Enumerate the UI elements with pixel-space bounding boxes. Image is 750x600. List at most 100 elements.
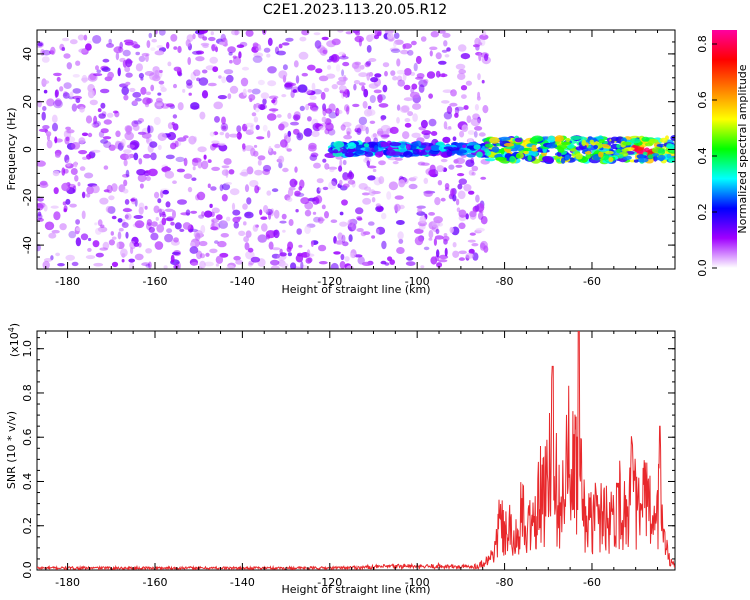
spectrogram-cell — [407, 111, 414, 117]
spectrogram-cell — [278, 155, 285, 164]
spectrogram-cell — [443, 121, 448, 130]
spectrogram-cell — [454, 107, 460, 115]
y-tick-label: 0.6 — [21, 428, 34, 446]
spectrogram-cell — [236, 216, 242, 220]
spectrogram-cell — [91, 184, 100, 194]
spectrogram-cell — [331, 38, 341, 46]
spectrogram-cell — [125, 58, 133, 68]
spectrogram-cell — [234, 30, 239, 36]
spectrogram-cell — [458, 250, 467, 255]
spectrogram-cell — [210, 218, 220, 223]
spectrogram-cell — [111, 215, 117, 220]
spectrogram-cell — [364, 151, 374, 157]
spectrogram-cell — [257, 103, 267, 110]
spectrogram-cell — [160, 87, 167, 93]
spectrogram-cell — [333, 251, 341, 255]
spectrogram-cell — [622, 141, 632, 146]
spectrogram-cell — [353, 80, 361, 85]
spectrogram-cell — [78, 150, 88, 155]
spectrogram-cell — [428, 221, 437, 230]
spectrogram-cell — [278, 123, 285, 131]
spectrogram-cell — [173, 265, 177, 269]
spectrogram-cell — [452, 250, 460, 258]
spectrogram-cell — [43, 258, 53, 262]
spectrogram-cell — [61, 167, 66, 176]
spectrogram-cell — [66, 62, 73, 70]
spectrogram-cell — [468, 141, 478, 146]
spectrogram-cell — [148, 261, 152, 269]
spectrogram-cell — [641, 136, 650, 142]
spectrogram-cell — [344, 256, 350, 262]
spectrogram-cell — [399, 142, 406, 149]
spectrogram-cell — [397, 79, 406, 87]
spectrogram-cell — [236, 44, 245, 48]
spectrogram-cell — [123, 159, 128, 167]
spectrogram-cell — [208, 36, 216, 42]
spectrogram-cell — [93, 73, 103, 77]
spectrogram-cell — [123, 149, 132, 154]
spectrogram-cell — [294, 166, 298, 173]
spectrogram-cell — [43, 204, 48, 212]
spectrogram-cell — [87, 89, 95, 99]
spectrogram-cell — [242, 203, 248, 210]
spectrogram-cell — [278, 70, 288, 79]
spectrogram-cell — [404, 68, 412, 76]
spectrogram-cell — [479, 210, 484, 214]
spectrogram-cell — [123, 94, 129, 101]
spectrogram-cell — [226, 216, 231, 222]
spectrogram-cell — [468, 248, 475, 255]
spectrogram-cell — [143, 153, 151, 159]
spectrogram-cell — [346, 131, 351, 135]
spectrogram-cell — [375, 228, 380, 235]
spectrogram-cell — [214, 116, 220, 123]
spectrogram-cell — [412, 113, 418, 122]
spectrogram-cell — [218, 220, 228, 229]
spectrogram-cell — [455, 164, 463, 168]
spectrogram-cell — [309, 154, 318, 161]
spectrogram-cell — [457, 44, 467, 52]
spectrogram-cell — [325, 73, 336, 79]
spectrogram-cell — [442, 89, 453, 93]
spectrogram-cell — [267, 80, 277, 87]
spectrogram-cell — [188, 135, 197, 145]
spectrogram-cell — [279, 220, 287, 224]
spectrogram-cell — [461, 124, 469, 132]
spectrogram-cell — [361, 192, 370, 196]
spectrogram-cell — [393, 41, 397, 48]
spectrogram-cell — [117, 231, 122, 240]
spectrogram-cell — [166, 41, 170, 49]
spectrogram-cell — [514, 145, 525, 151]
spectrogram-cell — [268, 108, 279, 112]
spectrogram-cell — [93, 115, 98, 125]
spectrogram-cell — [381, 240, 387, 250]
spectrogram-cell — [197, 161, 203, 169]
spectrogram-cell — [354, 61, 362, 66]
spectrogram-cell — [339, 261, 346, 269]
spectrogram-cell — [323, 87, 330, 93]
spectrogram-cell — [339, 179, 343, 185]
colorbar-tick-label: 0.0 — [696, 259, 709, 277]
spectrogram-cell — [455, 157, 466, 165]
spectrogram-cell — [311, 107, 318, 113]
spectrogram-cell — [138, 158, 143, 165]
spectrogram-cell — [450, 89, 457, 97]
spectrogram-cell — [81, 77, 89, 82]
spectrogram-cell — [465, 80, 472, 86]
spectrogram-cell — [223, 158, 232, 165]
spectrogram-cell — [192, 166, 196, 171]
spectrogram-cell — [369, 95, 376, 103]
spectrogram-cell — [95, 227, 102, 235]
spectrogram-cell — [467, 239, 476, 243]
spectrogram-cell — [644, 142, 653, 147]
spectrogram-cell — [308, 145, 317, 152]
spectrogram-cell — [438, 60, 447, 65]
spectrogram-cell — [65, 159, 72, 167]
spectrogram-cell — [125, 81, 131, 86]
spectrogram-cell — [374, 73, 382, 78]
spectrogram-cell — [111, 261, 119, 268]
spectrogram-cell — [134, 220, 145, 229]
spectrogram-cell — [523, 150, 529, 155]
spectrogram-cell — [54, 136, 58, 144]
spectrogram-cell — [305, 103, 310, 111]
spectrogram-cell — [263, 47, 271, 53]
